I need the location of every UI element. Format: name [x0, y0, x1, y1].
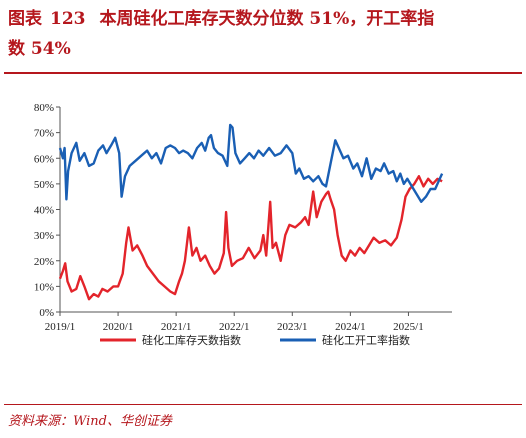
- source-divider: [4, 404, 522, 405]
- y-tick-label: 60%: [34, 153, 54, 165]
- legend-label: 硅化工开工率指数: [322, 333, 410, 347]
- chart-legend: 硅化工库存天数指数 硅化工开工率指数: [100, 333, 410, 347]
- x-tick-label: 2024/1: [335, 321, 366, 333]
- y-tick-label: 20%: [34, 256, 54, 268]
- y-tick-label: 40%: [34, 205, 54, 217]
- chart-series: [58, 123, 444, 301]
- y-tick-label: 50%: [34, 179, 54, 191]
- line-chart: 0% 10% 20% 30% 40% 50% 60% 70% 80% 2019/1 2020/1 20…: [34, 102, 452, 347]
- x-tick-label: 2020/1: [103, 321, 134, 333]
- x-tick-label: 2025/1: [393, 321, 424, 333]
- x-tick-label: 2023/1: [277, 321, 308, 333]
- y-tick-label: 10%: [34, 281, 54, 293]
- legend-label: 硅化工库存天数指数: [142, 333, 241, 347]
- figure-prefix: 图表: [8, 9, 42, 29]
- x-tick-label: 2021/1: [161, 321, 192, 333]
- figure-title-line1: 本周硅化工库存天数分位数 51%，开工率指: [99, 9, 435, 29]
- source-note: 资料来源：Wind、华创证券: [8, 414, 172, 429]
- figure-title-line2: 数 54%: [8, 39, 71, 59]
- x-tick-label: 2019/1: [45, 321, 76, 333]
- y-tick-label: 70%: [34, 128, 54, 140]
- figure-title: 图表 123 本周硅化工库存天数分位数 51%，开工率指 数 54%: [8, 4, 520, 64]
- x-tick-label: 2022/1: [219, 321, 250, 333]
- series-line-inventory-days: [58, 175, 443, 301]
- series-line-operating-rate: [58, 123, 444, 203]
- y-tick-label: 30%: [34, 230, 54, 242]
- chart-axes: 0% 10% 20% 30% 40% 50% 60% 70% 80% 2019/1 2020/1 20…: [34, 102, 452, 333]
- figure-number: 123: [50, 9, 86, 29]
- y-tick-label: 0%: [39, 307, 54, 319]
- y-tick-label: 80%: [34, 102, 54, 114]
- title-divider: [4, 72, 522, 74]
